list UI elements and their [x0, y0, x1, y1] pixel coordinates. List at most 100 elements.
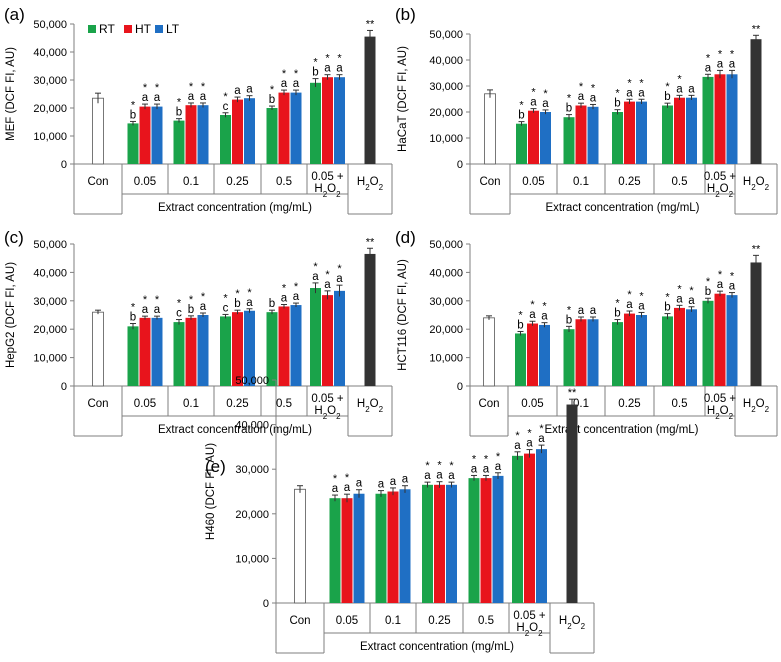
bar-lt — [539, 324, 550, 386]
bar-ht — [524, 453, 535, 603]
significance-star: * — [282, 68, 287, 80]
y-tick-label: 30,000 — [235, 464, 269, 476]
y-tick-label: 50,000 — [33, 239, 67, 251]
significance-star: * — [689, 285, 694, 297]
letter-label: b — [566, 103, 572, 115]
chart-panel: (c) HepG2 (DCF FI, AU) 0 10,000 20,000 30,000… — [4, 228, 393, 437]
letter-label: b — [269, 298, 275, 310]
y-tick-label: 10,000 — [33, 353, 67, 365]
y-tick-label: 0 — [61, 159, 67, 171]
letter-label: a — [626, 87, 633, 99]
significance-star: * — [131, 302, 136, 314]
significance-star: * — [615, 88, 620, 100]
x-tick-label: 0.05 + — [704, 393, 737, 405]
x-tick-label: 0.25 — [226, 398, 248, 410]
x-axis-title: Extract concentration (mg/mL) — [158, 202, 312, 214]
letter-label: b — [614, 308, 620, 320]
x-tick-label: 0.5 — [276, 176, 292, 188]
bar-lt — [334, 77, 345, 164]
bar-rt — [422, 484, 433, 603]
panel-label: (a) — [4, 5, 25, 24]
letter-label: c — [223, 101, 229, 113]
x-tick-label: 0.5 — [672, 176, 688, 188]
bar-rt — [310, 288, 321, 386]
bar-rt — [266, 108, 278, 164]
significance-star: * — [223, 292, 228, 304]
significance-star: * — [627, 77, 632, 89]
bar-rt — [220, 115, 231, 164]
bar-rt — [468, 478, 480, 603]
y-tick-label: 10,000 — [429, 353, 463, 365]
y-tick-label: 20,000 — [235, 509, 269, 521]
bar-rt — [662, 316, 673, 386]
letter-label: a — [495, 461, 502, 473]
letter-label: a — [142, 92, 149, 104]
bar-rt — [702, 300, 714, 386]
panel-label: (e) — [205, 457, 226, 476]
y-tick-label: 40,000 — [429, 55, 463, 67]
bar-lt — [290, 92, 302, 164]
bar-h2o2 — [566, 404, 578, 603]
letter-label: a — [281, 78, 288, 90]
significance-star: * — [425, 460, 430, 472]
bar-rt — [515, 333, 526, 386]
significance-star: * — [730, 271, 735, 283]
letter-label: a — [336, 63, 343, 75]
x-tick-label: 0.5 — [276, 398, 292, 410]
letter-label: b — [188, 304, 194, 316]
x-tick-label: H2O2 — [707, 405, 734, 421]
letter-label: a — [483, 463, 490, 475]
x-tick-label: H2O2 — [516, 622, 543, 638]
letter-label: a — [541, 311, 548, 323]
significance-star: * — [177, 298, 182, 310]
y-tick-label: 50,000 — [235, 375, 269, 387]
significance-star: * — [177, 97, 182, 109]
significance-star: * — [730, 48, 735, 60]
y-tick-label: 0 — [457, 381, 463, 393]
y-tick-label: 10,000 — [429, 133, 463, 145]
bar-ht — [714, 74, 726, 164]
bar-h2o2 — [750, 262, 762, 386]
bar-ht — [575, 319, 587, 386]
letter-label: a — [154, 92, 161, 104]
bar-rt — [702, 76, 714, 164]
significance-star: * — [567, 304, 572, 316]
significance-star: * — [294, 281, 299, 293]
letter-label: b — [130, 109, 136, 121]
y-tick-label: 20,000 — [33, 324, 67, 336]
chart-panel: (e)H460 (DCF FI, AU) 0 10,000 20,000 30,000 4… — [205, 375, 595, 654]
letter-label: a — [542, 98, 549, 110]
bar-rt — [612, 112, 623, 164]
bar-control — [294, 488, 306, 604]
bar-rt — [512, 455, 523, 603]
letter-label: b — [517, 319, 523, 331]
letter-label: a — [529, 309, 536, 321]
letter-label: a — [154, 304, 161, 316]
letter-label: a — [336, 273, 343, 285]
letter-label: b — [705, 286, 711, 298]
y-tick-label: 10,000 — [33, 131, 67, 143]
significance-star: * — [337, 263, 342, 275]
letter-label: a — [324, 279, 331, 291]
bar-rt — [266, 312, 278, 386]
letter-label: a — [578, 91, 585, 103]
y-tick-label: 10,000 — [235, 553, 269, 565]
bar-lt — [399, 489, 411, 603]
letter-label: b — [614, 98, 620, 110]
bar-ht — [322, 295, 333, 386]
y-axis-title: MEF (DCF FI, AU) — [5, 47, 17, 141]
letter-label: a — [590, 92, 597, 104]
letter-label: a — [312, 271, 319, 283]
significance-star: * — [531, 87, 536, 99]
x-tick-label: 0.05 + — [311, 393, 344, 405]
x-tick-label: 0.1 — [183, 176, 199, 188]
letter-label: a — [729, 281, 736, 293]
significance-star: * — [337, 53, 342, 65]
significance-star: * — [247, 287, 252, 299]
letter-label: a — [538, 433, 545, 445]
x-axis-title: Extract concentration (mg/mL) — [545, 202, 699, 214]
significance-star: * — [131, 99, 136, 111]
significance-star: * — [519, 100, 524, 112]
bar-ht — [341, 498, 353, 603]
legend-label: LT — [166, 22, 180, 36]
